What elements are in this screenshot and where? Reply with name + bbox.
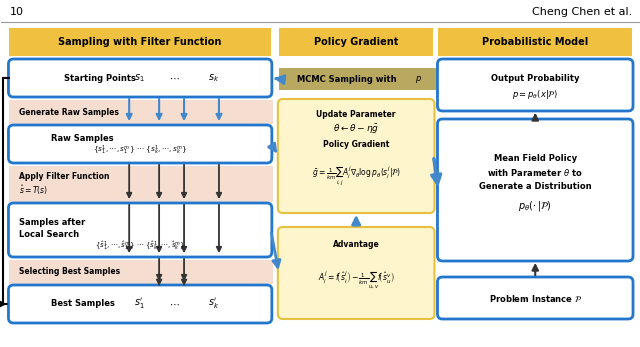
Text: Output Probability: Output Probability (491, 74, 579, 83)
Text: $s_1$: $s_1$ (134, 72, 145, 84)
Text: Mean Field Policy: Mean Field Policy (493, 153, 577, 162)
Text: Starting Points: Starting Points (65, 74, 136, 83)
FancyBboxPatch shape (278, 99, 435, 213)
Text: $\hat{s}=T(s)$: $\hat{s}=T(s)$ (19, 183, 49, 197)
Text: $\cdots$: $\cdots$ (169, 73, 179, 83)
Bar (10, 100, 273, 124)
Text: $\{s_1^1,\cdots,s_1^m\}\ \cdots\ \{s_k^1,\cdots,s_k^m\}$: $\{s_1^1,\cdots,s_1^m\}\ \cdots\ \{s_k^1… (93, 143, 188, 156)
Text: $p$: $p$ (415, 74, 422, 85)
Text: with Parameter $\theta$ to: with Parameter $\theta$ to (488, 167, 583, 178)
Text: $\cdots$: $\cdots$ (169, 299, 179, 309)
Text: $\theta \leftarrow \theta - \eta\bar{g}$: $\theta \leftarrow \theta - \eta\bar{g}$ (333, 121, 380, 135)
Text: Best Samples: Best Samples (51, 299, 115, 308)
Text: Generate Raw Samples: Generate Raw Samples (19, 108, 119, 117)
Text: $p_\theta(\cdot\,|\mathcal{P})$: $p_\theta(\cdot\,|\mathcal{P})$ (518, 199, 552, 213)
Text: $s_k$: $s_k$ (209, 72, 220, 84)
FancyBboxPatch shape (8, 125, 272, 163)
Text: $A_i^j = f\!\left(\hat{s}_i^j\right) - \frac{1}{km}\sum_{u,v} f\!\left(\hat{s}_u: $A_i^j = f\!\left(\hat{s}_i^j\right) - \… (318, 269, 394, 291)
Text: 10: 10 (10, 7, 24, 17)
Bar (10, 260, 273, 284)
Text: $\bar{g}=\frac{1}{km}\sum_{i,j}A_i^j\nabla_\theta \log p_\theta(s_i^j|\mathcal{P: $\bar{g}=\frac{1}{km}\sum_{i,j}A_i^j\nab… (312, 164, 401, 188)
Text: Probabilistic Model: Probabilistic Model (482, 37, 588, 47)
Text: Local Search: Local Search (19, 229, 79, 238)
FancyBboxPatch shape (438, 277, 633, 319)
Bar (10, 166, 273, 202)
Text: $\{\hat{s}_1^1,\cdots,\hat{s}_1^m\}\ \cdots\ \{\hat{s}_k^1,\cdots,\hat{s}_k^m\}$: $\{\hat{s}_1^1,\cdots,\hat{s}_1^m\}\ \cd… (95, 239, 186, 253)
Text: Sampling with Filter Function: Sampling with Filter Function (58, 37, 222, 47)
FancyBboxPatch shape (438, 59, 633, 111)
FancyBboxPatch shape (8, 59, 272, 97)
Text: Advantage: Advantage (333, 239, 380, 248)
Text: Cheng Chen et al.: Cheng Chen et al. (532, 7, 632, 17)
Bar (10, 28, 271, 56)
Text: MCMC Sampling with: MCMC Sampling with (298, 75, 400, 84)
Text: Generate a Distribution: Generate a Distribution (479, 181, 591, 191)
Text: $s_1'$: $s_1'$ (134, 297, 145, 311)
Text: $p = p_\theta(x|\mathcal{P})$: $p = p_\theta(x|\mathcal{P})$ (512, 87, 558, 101)
Text: Raw Samples: Raw Samples (51, 134, 114, 143)
Text: Selecting Best Samples: Selecting Best Samples (19, 268, 120, 277)
Text: Policy Gradient: Policy Gradient (314, 37, 398, 47)
Text: Problem Instance $\mathcal{P}$: Problem Instance $\mathcal{P}$ (488, 293, 582, 304)
FancyBboxPatch shape (278, 227, 435, 319)
Text: Apply Filter Function: Apply Filter Function (19, 171, 110, 180)
Text: $s_k'$: $s_k'$ (209, 297, 220, 311)
Text: Update Parameter: Update Parameter (316, 110, 396, 118)
Text: Policy Gradient: Policy Gradient (323, 139, 389, 149)
Bar (279, 68, 449, 90)
FancyBboxPatch shape (8, 285, 272, 323)
FancyBboxPatch shape (438, 119, 633, 261)
Text: Samples after: Samples after (19, 218, 86, 227)
FancyBboxPatch shape (8, 203, 272, 257)
Bar (279, 28, 433, 56)
Bar (438, 28, 632, 56)
